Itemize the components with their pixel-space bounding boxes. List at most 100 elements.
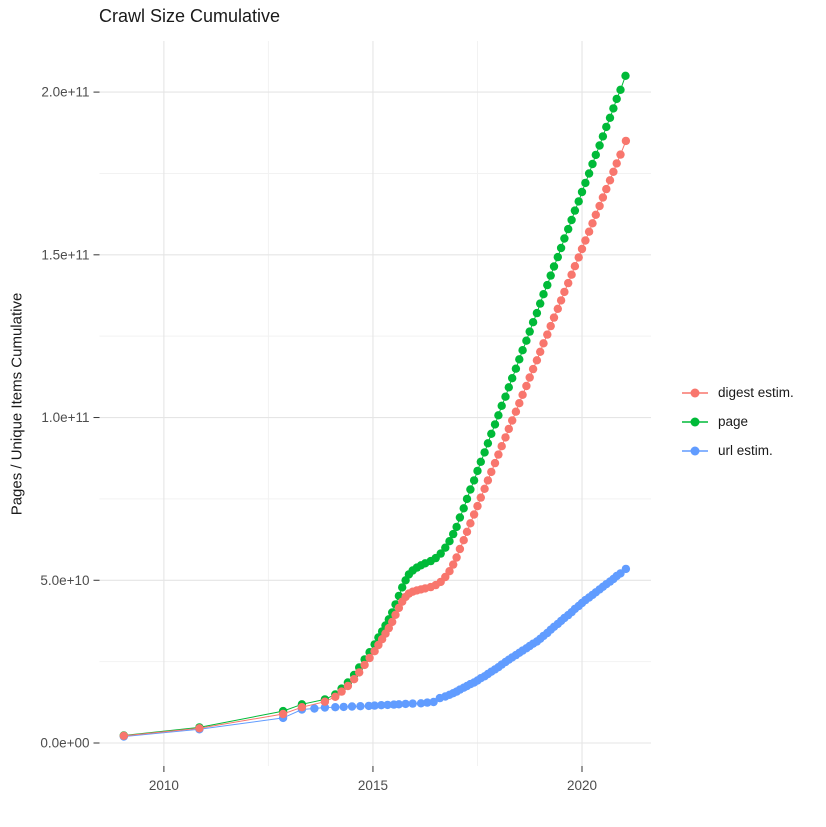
data-point [365,653,374,663]
data-point [504,424,513,434]
data-point [621,136,631,146]
data-point [577,187,587,197]
data-point [501,433,510,442]
data-point [480,484,489,493]
legend-key-page-point-icon [682,417,708,426]
data-point [343,681,353,691]
y-tick-label: 5.0e+10 [40,573,89,588]
data-point [508,416,517,425]
legend-item-url-estim: url estim. [681,436,794,465]
data-point [452,522,461,532]
data-point [423,698,432,707]
data-point [462,527,472,536]
data-point [539,290,548,299]
data-point [490,458,500,468]
data-point [408,699,417,708]
data-point [483,476,493,485]
data-point [511,364,521,373]
data-point [195,724,204,733]
data-point [621,564,631,574]
data-point [445,537,454,546]
data-point [577,244,587,254]
data-point [560,287,569,297]
data-point [459,504,468,513]
data-point [598,193,608,202]
data-point [581,178,590,188]
data-point [483,439,493,448]
data-point [278,709,288,719]
data-point [605,176,615,185]
x-tick-label: 2015 [358,778,388,793]
data-point [616,85,625,95]
data-point [445,567,454,576]
chart-title: Crawl Size Cumulative [99,6,281,26]
data-point [349,675,359,684]
data-point [528,364,538,374]
data-point [556,243,566,253]
data-point [391,610,400,619]
data-point [459,536,468,545]
data-point [469,476,479,485]
data-point [546,271,555,280]
data-point [536,347,545,356]
legend-key-url-point-icon [682,446,708,455]
data-point [532,356,542,365]
data-point [570,262,580,271]
legend-item-digest-estim: digest estim. [681,378,794,407]
data-point [497,401,506,410]
data-point [476,493,485,502]
data-point [441,572,450,582]
data-point [476,457,485,466]
data-point [595,201,604,211]
data-point [532,308,542,318]
data-point [588,219,597,228]
data-point [370,647,379,656]
data-point [455,513,465,522]
data-point [297,703,307,712]
legend-label-url-estim: url estim. [718,443,773,458]
data-point [462,494,472,504]
data-point [441,543,450,552]
data-point [119,731,128,740]
data-point [612,94,621,104]
data-point [511,407,521,416]
data-point [370,701,379,710]
data-point [560,234,569,243]
data-point [416,699,426,708]
data-point [449,529,458,539]
legend-label-page: page [718,414,749,429]
data-point [584,227,594,236]
data-point [494,411,503,420]
data-point [429,697,438,707]
data-point [449,560,458,569]
data-point [339,702,348,712]
data-point [549,313,559,322]
data-point [584,169,594,178]
data-point [612,159,621,168]
data-point [522,336,531,345]
data-point [515,399,524,408]
data-point [595,141,604,150]
data-point [356,702,365,711]
data-point [473,501,482,511]
data-point [320,697,330,706]
data-point [567,215,576,225]
data-point [331,703,340,712]
data-point [553,304,562,313]
data-point [398,583,407,592]
data-point [609,104,618,113]
x-tick-label: 2010 [149,778,179,793]
data-point [588,159,597,169]
data-point [609,167,618,176]
data-point [567,270,576,279]
data-point [549,262,559,271]
data-point [536,299,545,308]
data-point [621,71,630,81]
data-point [581,236,590,245]
data-point [480,448,489,457]
data-point [574,253,583,262]
data-point [466,485,475,494]
data-point [518,390,527,399]
data-point [564,278,573,288]
